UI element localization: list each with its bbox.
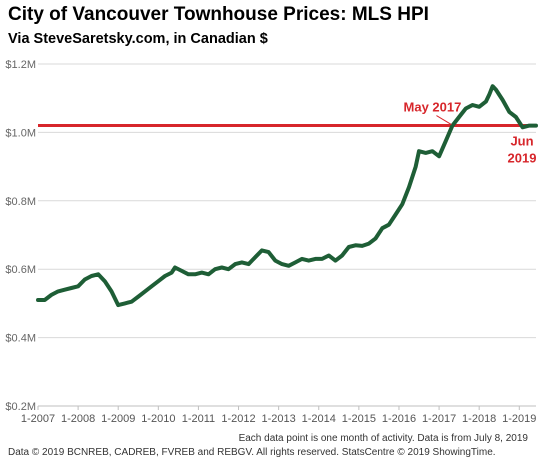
x-tick-label: 1-2015	[342, 413, 376, 425]
x-tick-label: 1-2007	[21, 413, 55, 425]
y-tick-label: $0.6M	[5, 264, 36, 276]
gridlines	[38, 63, 536, 339]
annotation-2019: 2019	[508, 151, 537, 166]
x-tick-label: 1-2012	[221, 413, 255, 425]
y-tick-label: $0.4M	[5, 333, 36, 345]
annotation-may-2017: May 2017	[404, 100, 462, 115]
footnote: Each data point is one month of activity…	[238, 433, 528, 444]
chart-subtitle: Via SteveSaretsky.com, in Canadian $	[8, 31, 268, 47]
y-tick-label: $0.2M	[5, 401, 36, 413]
price-series-line	[36, 84, 538, 308]
chart-title: City of Vancouver Townhouse Prices: MLS …	[8, 4, 429, 25]
x-tick-label: 1-2017	[422, 413, 456, 425]
x-tick-label: 1-2016	[382, 413, 416, 425]
y-tick-label: $1.0M	[5, 127, 36, 139]
x-tick-label: 1-2008	[61, 413, 95, 425]
x-tick-label: 1-2013	[262, 413, 296, 425]
x-tick-label: 1-2011	[182, 413, 215, 425]
annotation-jun: Jun	[510, 134, 533, 149]
y-tick-label: $0.8M	[5, 196, 36, 208]
x-tick-label: 1-2018	[462, 413, 496, 425]
annotation-pointer	[436, 115, 452, 125]
y-tick-label: $1.2M	[5, 59, 36, 71]
x-tick-label: 1-2019	[502, 413, 536, 425]
y-axis-ticks: $0.2M $0.4M $0.6M $0.8M $1.0M $1.2M	[5, 59, 36, 413]
x-axis-ticks: 1-2007 1-2008 1-2009 1-2010 1-2011 1-2012 1-20…	[21, 406, 536, 425]
x-tick-label: 1-2014	[302, 413, 336, 425]
data-credit: Data © 2019 BCNREB, CADREB, FVREB and RE…	[8, 447, 496, 458]
x-tick-label: 1-2010	[141, 413, 175, 425]
x-tick-label: 1-2009	[101, 413, 135, 425]
